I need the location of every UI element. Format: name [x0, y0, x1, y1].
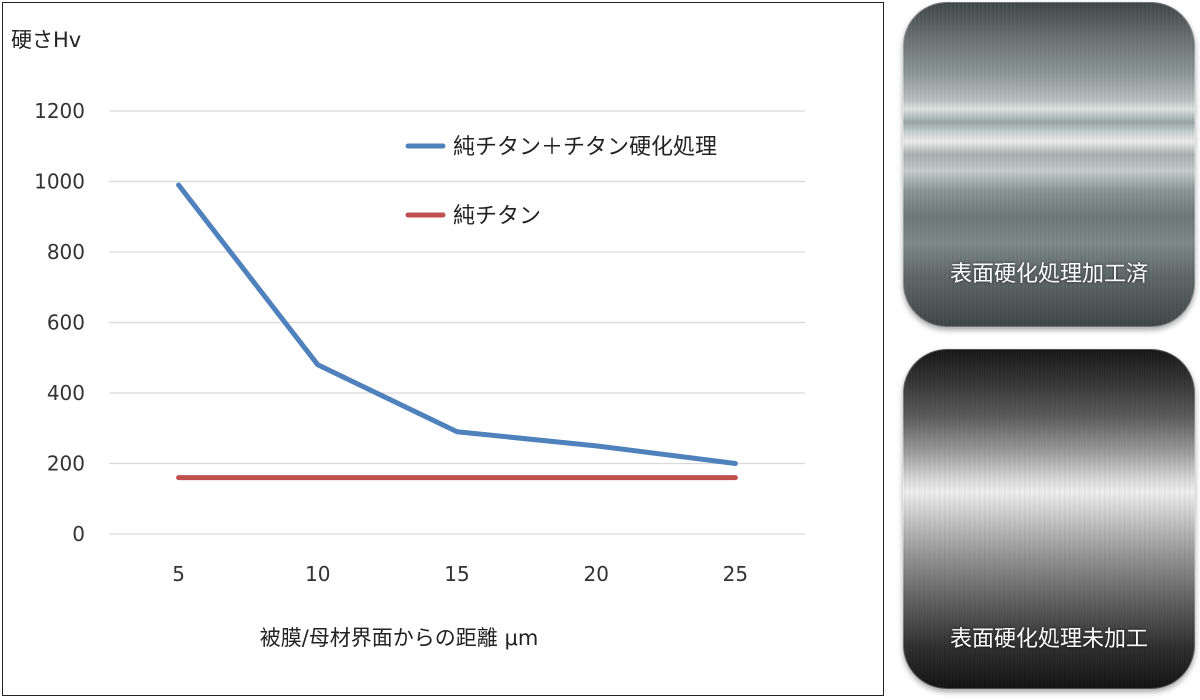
- y-tick-label: 1200: [34, 99, 85, 123]
- untreated-sample-label: 表面硬化処理未加工: [949, 627, 1148, 652]
- y-tick-label: 1000: [34, 170, 85, 194]
- x-axis-title: 被膜/母材界面からの距離 μm: [260, 626, 539, 650]
- untreated-titanium-sample: 表面硬化処理未加工: [903, 349, 1195, 689]
- chart-frame: 0 200 400 600 800 1000 1200 5 10 15 20 25 純チタン＋チタン…: [2, 2, 884, 696]
- legend-label-1: 純チタン: [453, 204, 541, 229]
- x-tick-labels: 5 10 15 20 25: [172, 562, 748, 586]
- series-line-0: [176, 182, 738, 466]
- gridlines: [109, 110, 805, 535]
- treated-sample-label: 表面硬化処理加工済: [949, 262, 1148, 287]
- x-tick-label: 20: [583, 562, 608, 586]
- x-tick-label: 10: [305, 562, 330, 586]
- y-tick-label: 400: [47, 381, 85, 405]
- x-tick-label: 5: [172, 562, 185, 586]
- treated-titanium-sample: 表面硬化処理加工済: [903, 2, 1195, 327]
- y-axis-title: 硬さHv: [11, 28, 81, 52]
- y-tick-label: 200: [47, 452, 85, 476]
- x-tick-label: 25: [723, 562, 748, 586]
- series-lines: [176, 182, 738, 481]
- y-tick-labels: 0 200 400 600 800 1000 1200: [34, 99, 85, 546]
- hardness-line-chart: 0 200 400 600 800 1000 1200 5 10 15 20 25 純チタン＋チタン…: [11, 28, 805, 650]
- legend-label-0: 純チタン＋チタン硬化処理: [453, 135, 717, 160]
- y-tick-label: 800: [47, 240, 85, 264]
- x-tick-label: 15: [444, 562, 469, 586]
- y-tick-label: 600: [47, 311, 85, 335]
- y-tick-label: 0: [72, 522, 85, 546]
